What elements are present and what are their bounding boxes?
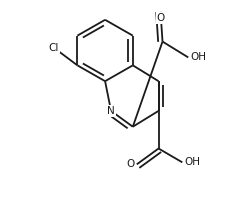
Text: N: N bbox=[107, 106, 114, 116]
Text: OH: OH bbox=[183, 157, 199, 167]
Text: Cl: Cl bbox=[48, 43, 59, 52]
Text: OH: OH bbox=[189, 52, 205, 62]
Text: O: O bbox=[126, 159, 134, 169]
Text: O: O bbox=[156, 13, 164, 23]
